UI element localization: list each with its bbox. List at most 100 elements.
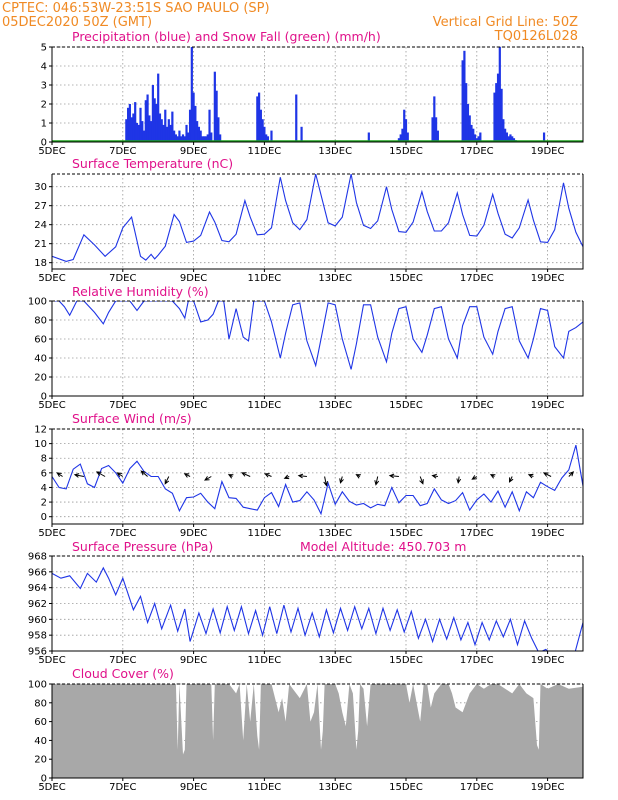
y-tick-label: 6 [41,468,47,479]
precipitation-bar [125,119,128,142]
x-tick-label: 13DEC [318,146,352,157]
y-tick-label: 956 [28,647,47,658]
x-tick-label: 15DEC [389,782,423,793]
y-tick-label: 21 [34,239,47,250]
precipitation-bar [197,126,201,142]
y-tick-label: 964 [28,583,47,594]
header-date: 05DEC2020 50Z (GMT) [2,15,152,30]
precipitation-bar [472,128,475,142]
x-tick-label: 13DEC [318,655,352,666]
x-tick-label: 13DEC [318,782,352,793]
x-tick-label: 9DEC [180,400,207,411]
wind-vector-arrow [508,476,514,483]
y-tick-label: 60 [34,335,47,346]
precipitation-panel: Precipitation (blue) and Snow Fall (gree… [38,29,584,157]
x-tick-label: 17DEC [460,655,494,666]
y-tick-label: 968 [28,552,47,563]
y-tick-label: 40 [34,736,47,747]
wind-vector-arrow [116,472,124,478]
precipitation-bar [431,117,434,142]
precipitation-bar [399,134,402,142]
x-tick-label: 7DEC [109,782,136,793]
pressure-title: Surface Pressure (hPa) [72,539,213,554]
precipitation-bar [128,104,131,142]
precipitation-bar [265,134,268,142]
precipitation-bar [203,136,206,142]
x-tick-label: 19DEC [531,273,565,284]
precipitation-bar [509,134,512,142]
precipitation-bar [151,85,154,142]
precipitation-bar [468,115,471,142]
x-tick-label: 7DEC [109,655,136,666]
y-tick-label: 80 [34,698,47,709]
y-tick-label: 18 [34,258,47,269]
x-tick-label: 5DEC [38,400,65,411]
x-tick-label: 9DEC [180,273,207,284]
precipitation-bar [196,121,199,142]
wind-vector-arrow [355,474,361,479]
precipitation-bar [157,73,160,142]
precipitation-bar [406,132,409,142]
wind-title: Surface Wind (m/s) [72,411,192,426]
precipitation-bar [475,138,478,142]
precipitation-bars [125,47,546,142]
x-tick-label: 15DEC [389,528,423,539]
wind-vector-arrow [388,473,399,479]
precipitation-bar [263,126,266,142]
y-tick-label: 60 [34,717,47,728]
humidity-title: Relative Humidity (%) [72,284,209,299]
pressure-series-line [52,566,583,651]
x-tick-label: 9DEC [180,782,207,793]
y-tick-label: 30 [34,182,47,193]
precipitation-bar [165,126,169,142]
x-tick-label: 9DEC [180,528,207,539]
temperature-panel: Surface Temperature (nC) 18 21 24 27 30 5DEC 7… [34,156,584,284]
x-tick-label: 15DEC [389,400,423,411]
panel-frame [51,174,584,270]
x-tick-label: 9DEC [180,146,207,157]
y-tick-label: 966 [28,567,47,578]
y-tick-label: 40 [34,354,47,365]
precipitation-bar [270,130,273,142]
x-tick-label: 15DEC [389,146,423,157]
precipitation-bar [259,109,262,142]
x-tick-label: 19DEC [531,655,565,666]
wind-vector-arrow [140,470,148,477]
x-tick-label: 13DEC [318,528,352,539]
x-tick-label: 17DEC [460,782,494,793]
grid-lines [51,174,583,269]
precipitation-bar [401,128,404,142]
precipitation-bar [477,136,480,142]
x-tick-label: 9DEC [180,655,207,666]
precipitation-bar [144,100,147,142]
precipitation-bar [434,117,438,142]
precipitation-bar [178,130,181,142]
x-tick-label: 7DEC [109,400,136,411]
x-tick-label: 17DEC [460,400,494,411]
precipitation-bar [183,136,186,142]
wind-vector-arrow [339,476,344,484]
precipitation-bar [463,50,466,142]
precipitation-bar [470,124,473,142]
temperature-series-line [52,174,583,262]
x-tick-label: 11DEC [248,655,282,666]
precipitation-bar [192,92,195,142]
precipitation-bar [199,130,202,142]
precipitation-bar [187,132,190,142]
precipitation-bar [217,117,220,142]
precipitation-bar [139,107,142,142]
wind-vectors [56,470,575,487]
wind-vector-arrow [419,476,424,485]
wind-series-line [52,444,583,516]
y-tick-label: 100 [28,680,47,691]
x-tick-label: 17DEC [460,528,494,539]
precipitation-bar [496,73,500,142]
wind-vector-arrow [297,473,307,479]
wind-panel: Surface Wind (m/s) 0 2 4 6 8 10 12 5DEC 7DEC 9DEC… [34,411,584,539]
y-tick-label: 10 [34,439,47,450]
precipitation-bar [436,130,439,142]
y-tick-label: 4 [41,483,47,494]
x-tick-label: 19DEC [531,782,565,793]
precipitation-bar [180,136,183,142]
